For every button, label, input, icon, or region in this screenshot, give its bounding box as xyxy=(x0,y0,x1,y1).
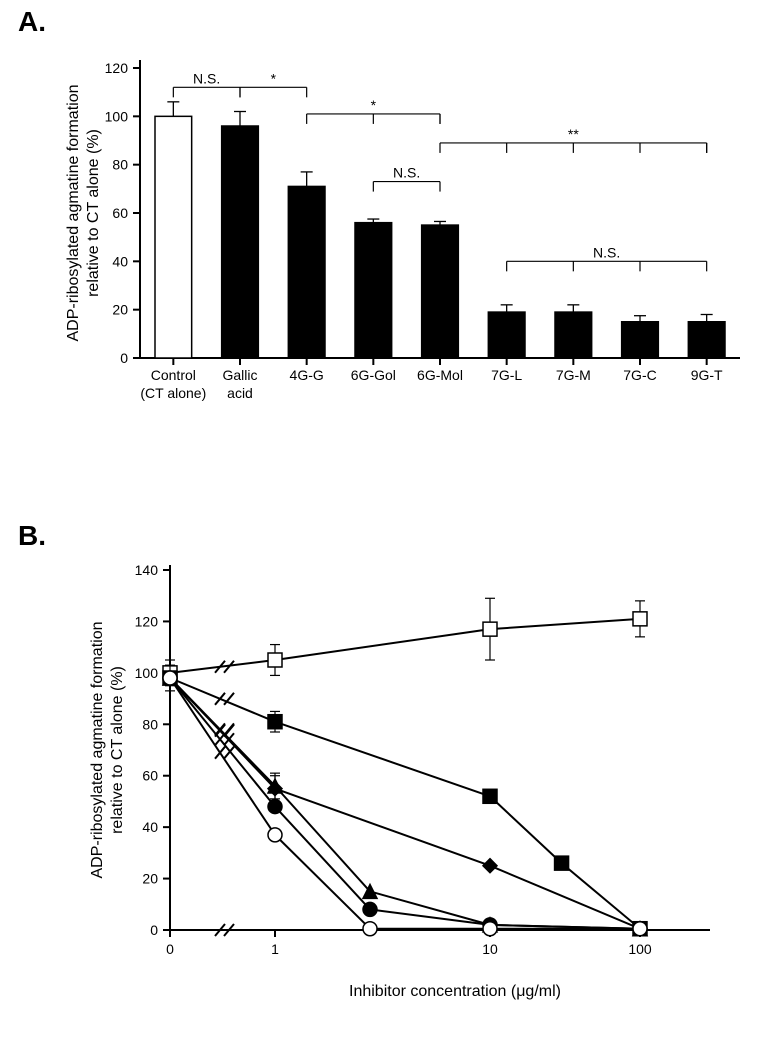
svg-text:40: 40 xyxy=(142,819,158,835)
svg-text:N.S.: N.S. xyxy=(593,244,620,260)
line-chart-b: 0 20 40 60 80 100 120 140 0 1 10 100 ADP-ribosylated… xyxy=(80,540,740,1040)
svg-text:Control: Control xyxy=(151,367,196,383)
svg-text:N.S.: N.S. xyxy=(393,165,420,181)
svg-text:ADP-ribosylated agmatine forma: ADP-ribosylated agmatine formation xyxy=(65,84,82,341)
svg-text:acid: acid xyxy=(227,385,253,401)
bar-chart-a: 0 20 40 60 80 100 120 Control (CT alone) Gallic ac… xyxy=(60,28,760,458)
panel-a-letter: A. xyxy=(18,6,46,38)
svg-text:0: 0 xyxy=(166,941,174,957)
svg-text:6G-Gol: 6G-Gol xyxy=(351,367,396,383)
svg-text:100: 100 xyxy=(628,941,652,957)
svg-text:relative to CT alone (%): relative to CT alone (%) xyxy=(85,129,102,297)
svg-text:60: 60 xyxy=(142,768,158,784)
svg-text:**: ** xyxy=(568,126,579,142)
svg-text:7G-M: 7G-M xyxy=(556,367,591,383)
svg-text:100: 100 xyxy=(135,665,159,681)
svg-text:4G-G: 4G-G xyxy=(290,367,324,383)
svg-text:100: 100 xyxy=(105,108,129,124)
svg-text:9G-T: 9G-T xyxy=(691,367,723,383)
svg-text:*: * xyxy=(271,70,277,86)
svg-text:0: 0 xyxy=(150,922,158,938)
svg-text:20: 20 xyxy=(142,871,158,887)
svg-text:Inhibitor concentration (μg/m: Inhibitor concentration (μg/ml) xyxy=(349,983,561,1000)
svg-text:Gallic: Gallic xyxy=(222,367,257,383)
svg-text:60: 60 xyxy=(112,205,128,221)
svg-text:80: 80 xyxy=(112,157,128,173)
svg-text:(CT alone): (CT alone) xyxy=(140,385,206,401)
svg-text:*: * xyxy=(371,97,377,113)
svg-text:1: 1 xyxy=(271,941,279,957)
svg-text:80: 80 xyxy=(142,716,158,732)
svg-text:0: 0 xyxy=(120,350,128,366)
svg-text:ADP-ribosylated agmatine forma: ADP-ribosylated agmatine formation xyxy=(89,621,106,878)
svg-text:6G-Mol: 6G-Mol xyxy=(417,367,463,383)
svg-text:120: 120 xyxy=(135,613,159,629)
svg-text:20: 20 xyxy=(112,302,128,318)
svg-text:40: 40 xyxy=(112,253,128,269)
svg-text:7G-L: 7G-L xyxy=(491,367,522,383)
svg-text:140: 140 xyxy=(135,562,159,578)
svg-text:N.S.: N.S. xyxy=(193,70,220,86)
panel-b-letter: B. xyxy=(18,520,46,552)
svg-text:120: 120 xyxy=(105,60,129,76)
svg-text:7G-C: 7G-C xyxy=(623,367,656,383)
svg-text:10: 10 xyxy=(482,941,498,957)
svg-text:relative to CT alone (%): relative to CT alone (%) xyxy=(109,666,126,834)
